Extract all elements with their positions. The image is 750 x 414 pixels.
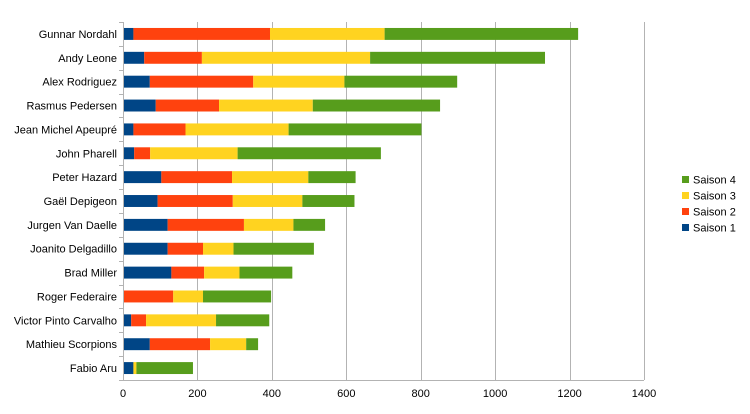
bar-segment-saison-2: [161, 171, 233, 184]
bar-segment-saison-2: [149, 338, 211, 351]
bar-segment-saison-3: [219, 99, 313, 112]
bar-segment-saison-1: [123, 338, 150, 351]
bar-segment-saison-1: [123, 266, 172, 279]
bar-segment-saison-4: [370, 51, 546, 64]
bar-segment-saison-4: [203, 290, 272, 303]
y-tick-label: Rasmus Pedersen: [27, 101, 118, 113]
bar-segment-saison-4: [246, 338, 259, 351]
x-tick-label: 400: [263, 388, 281, 400]
bar-segment-saison-4: [233, 242, 314, 255]
bar-segment-saison-2: [144, 51, 202, 64]
bar-segment-saison-2: [171, 266, 205, 279]
bar-segment-saison-1: [123, 27, 134, 40]
y-tick-label: Mathieu Scorpions: [26, 339, 118, 351]
bar-segment-saison-3: [232, 171, 309, 184]
bar-segment-saison-1: [123, 362, 134, 375]
y-tick-label: Joanito Delgadillo: [30, 244, 117, 256]
bars-layer: [123, 27, 579, 375]
bar-segment-saison-3: [243, 218, 294, 231]
bar-segment-saison-3: [203, 242, 234, 255]
bar-segment-saison-3: [185, 123, 289, 136]
bar-segment-saison-4: [239, 266, 293, 279]
axes-layer: 0 200 400 600 800 1000 1200 1400 Gunnar Nordahl A…: [14, 22, 656, 400]
bar-segment-saison-4: [308, 171, 356, 184]
bar-segment-saison-4: [344, 75, 458, 88]
bar-segment-saison-2: [133, 123, 186, 136]
bar-segment-saison-3: [232, 195, 303, 207]
bar-segment-saison-4: [384, 27, 579, 40]
y-tick-label: Victor Pinto Carvalho: [14, 315, 117, 327]
bar-segment-saison-2: [131, 314, 147, 327]
bar-segment-saison-2: [134, 147, 151, 160]
bar-segment-saison-2: [149, 75, 254, 88]
legend-swatch: [682, 192, 689, 199]
legend-swatch: [682, 208, 689, 215]
bar-segment-saison-1: [123, 123, 134, 136]
bar-segment-saison-1: [123, 218, 168, 231]
bar-segment-saison-2: [123, 290, 174, 303]
legend: Saison 4 Saison 3 Saison 2 Saison 1: [682, 175, 736, 235]
bar-segment-saison-2: [167, 218, 244, 231]
bar-segment-saison-4: [312, 99, 441, 112]
x-tick-label: 600: [337, 388, 355, 400]
legend-label: Saison 1: [693, 223, 736, 235]
bar-segment-saison-3: [173, 290, 204, 303]
y-tick-label: Peter Hazard: [52, 172, 117, 184]
y-tick-label: Jean Michel Apeupré: [14, 124, 117, 136]
bar-segment-saison-2: [167, 242, 204, 255]
bar-segment-saison-1: [123, 314, 132, 327]
y-tick-label: Brad Miller: [64, 268, 117, 280]
bar-segment-saison-3: [253, 75, 345, 88]
x-tick-label: 800: [412, 388, 430, 400]
legend-label: Saison 4: [693, 175, 736, 187]
bar-segment-saison-4: [216, 314, 270, 327]
y-tick-label: Roger Federaire: [37, 291, 117, 303]
bar-segment-saison-2: [133, 27, 270, 40]
y-tick-label: Andy Leone: [58, 53, 117, 65]
bar-segment-saison-2: [157, 195, 233, 207]
bar-segment-saison-1: [123, 51, 145, 64]
bar-segment-saison-1: [123, 242, 168, 255]
bar-segment-saison-3: [269, 27, 385, 40]
bar-segment-saison-2: [155, 99, 220, 112]
x-tick-label: 1000: [483, 388, 507, 400]
bar-segment-saison-1: [123, 195, 158, 207]
y-tick-label: Gaël Depigeon: [44, 196, 117, 208]
bar-segment-saison-3: [210, 338, 247, 351]
bar-segment-saison-4: [237, 147, 381, 160]
legend-swatch: [682, 176, 689, 183]
bar-segment-saison-4: [302, 195, 355, 207]
bar-segment-saison-3: [146, 314, 217, 327]
bar-segment-saison-1: [123, 171, 162, 184]
bar-segment-saison-4: [293, 218, 326, 231]
y-tick-label: John Pharell: [56, 148, 117, 160]
bar-segment-saison-3: [204, 266, 240, 279]
y-tick-label: Jurgen Van Daelle: [27, 220, 117, 232]
x-tick-label: 1200: [557, 388, 581, 400]
bar-segment-saison-3: [133, 362, 137, 375]
bar-segment-saison-3: [150, 147, 238, 160]
bar-segment-saison-4: [288, 123, 422, 136]
y-tick-label: Alex Rodriguez: [42, 77, 117, 89]
bar-segment-saison-4: [136, 362, 193, 375]
x-tick-label: 1400: [632, 388, 656, 400]
y-tick-label: Fabio Aru: [70, 363, 117, 375]
x-tick-label: 200: [188, 388, 206, 400]
bar-segment-saison-1: [123, 75, 150, 88]
legend-label: Saison 2: [693, 207, 736, 219]
x-tick-label: 0: [120, 388, 126, 400]
legend-label: Saison 3: [693, 191, 736, 203]
bar-segment-saison-1: [123, 99, 156, 112]
y-tick-label: Gunnar Nordahl: [39, 29, 117, 41]
legend-swatch: [682, 224, 689, 231]
bar-segment-saison-3: [201, 51, 371, 64]
bar-segment-saison-1: [123, 147, 135, 160]
